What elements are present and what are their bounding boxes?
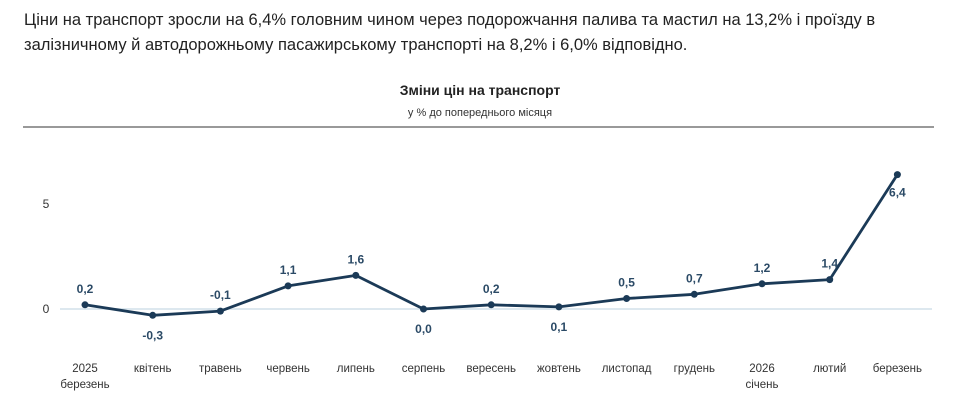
title-divider — [23, 126, 934, 128]
x-tick-label: квітень — [134, 363, 172, 375]
data-label: -0,3 — [142, 328, 163, 342]
data-label: 0,2 — [483, 282, 500, 296]
data-label: 6,4 — [889, 186, 906, 200]
data-point — [284, 282, 292, 290]
x-tick-label: липень — [337, 363, 375, 375]
x-tick-label: серпень — [402, 363, 446, 375]
x-tick-label: вересень — [466, 363, 516, 375]
y-tick-label: 5 — [43, 197, 50, 211]
data-label: 1,4 — [821, 257, 838, 271]
x-tick-label: січень — [745, 379, 778, 391]
data-point — [623, 295, 631, 302]
data-label: -0,1 — [210, 288, 231, 302]
data-point — [420, 305, 427, 313]
x-tick-label: червень — [266, 363, 310, 375]
data-label: 0,7 — [686, 271, 703, 285]
x-tick-label: березень — [873, 363, 922, 375]
data-point — [216, 307, 224, 315]
data-point — [352, 271, 360, 279]
data-point — [487, 301, 495, 309]
data-point — [555, 303, 563, 311]
chart-subtitle: у % до попереднього місяця — [407, 107, 553, 119]
chart-title: Зміни цін на транспорт — [399, 82, 561, 98]
data-point — [149, 311, 157, 319]
x-tick-label: 2026 — [749, 363, 775, 375]
data-label: 0,0 — [415, 322, 432, 336]
data-label: 1,2 — [754, 261, 771, 275]
data-label: 0,2 — [77, 282, 94, 296]
x-tick-label: травень — [199, 363, 242, 375]
x-tick-label: 2025 — [72, 363, 98, 375]
data-label: 1,1 — [280, 263, 297, 277]
x-tick-label: жовтень — [537, 363, 581, 375]
data-point — [690, 290, 698, 298]
y-tick-label: 0 — [43, 302, 50, 316]
data-point — [758, 280, 766, 288]
x-tick-label: грудень — [674, 363, 715, 375]
data-label: 0,5 — [618, 276, 635, 290]
data-point — [893, 171, 901, 179]
x-tick-label: березень — [60, 379, 109, 391]
data-label: 1,6 — [347, 252, 364, 266]
data-point — [81, 301, 89, 309]
data-label: 0,1 — [551, 320, 568, 334]
x-tick-label: лютий — [813, 363, 846, 375]
headline: Ціни на транспорт зросли на 6,4% головни… — [24, 11, 876, 54]
data-point — [826, 276, 834, 284]
x-tick-label: листопад — [602, 363, 652, 375]
